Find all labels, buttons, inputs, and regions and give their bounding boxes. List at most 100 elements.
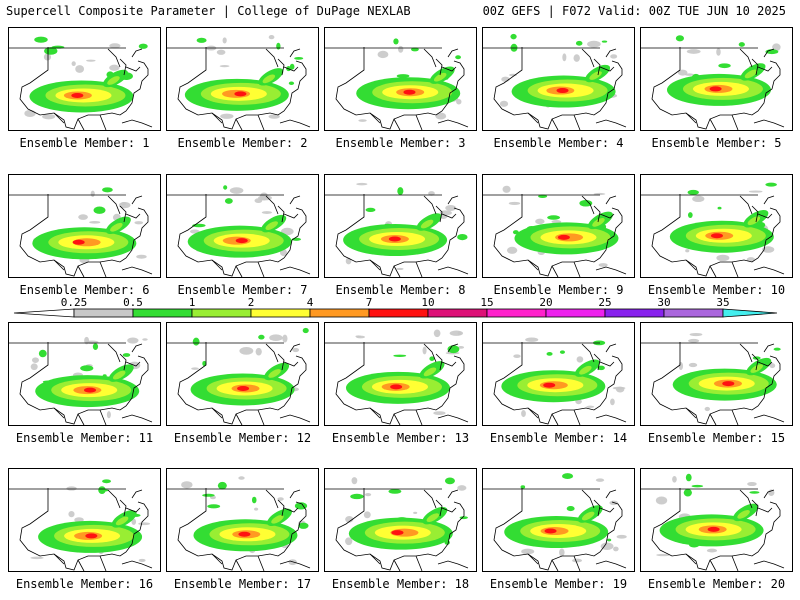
member-map (8, 322, 161, 426)
member-map (640, 322, 793, 426)
map-boundaries (640, 194, 785, 278)
member-map (324, 174, 477, 278)
member-caption: Ensemble Member: 8 (335, 283, 466, 297)
scp-field (190, 327, 309, 406)
member-caption: Ensemble Member: 17 (173, 577, 312, 591)
member-map (8, 468, 161, 572)
colorbar-tick-label: 25 (598, 296, 611, 309)
member-map (324, 322, 477, 426)
colorbar-segment (486, 308, 547, 318)
colorbar-segment (545, 308, 606, 318)
member-caption: Ensemble Member: 15 (647, 431, 786, 445)
map-title: Supercell Composite Parameter | College … (6, 4, 411, 18)
member-map (8, 27, 161, 131)
member-map-panel (640, 174, 793, 278)
member-map-panel (324, 174, 477, 278)
member-map (482, 27, 635, 131)
member-caption: Ensemble Member: 11 (15, 431, 154, 445)
member-caption: Ensemble Member: 7 (177, 283, 308, 297)
colorbar-tick-label: 20 (539, 296, 552, 309)
map-boundaries (8, 47, 153, 131)
map-boundaries (482, 194, 627, 278)
scp-field (345, 477, 468, 550)
colorbar-tick-label: 15 (480, 296, 493, 309)
scp-field (30, 479, 151, 562)
colorbar-segment (309, 308, 370, 318)
member-caption: Ensemble Member: 20 (647, 577, 786, 591)
member-map (166, 322, 319, 426)
colorbar-tick-label: 2 (248, 296, 255, 309)
scp-field (356, 38, 462, 122)
member-map (166, 468, 319, 572)
member-caption: Ensemble Member: 13 (331, 431, 470, 445)
scp-field (501, 337, 626, 418)
member-caption: Ensemble Member: 18 (331, 577, 470, 591)
member-map (324, 27, 477, 131)
map-boundaries (640, 488, 785, 572)
map-boundaries (8, 342, 153, 426)
member-caption: Ensemble Member: 5 (651, 136, 782, 150)
map-boundaries (166, 194, 311, 278)
member-map-panel (324, 322, 477, 426)
member-map-panel (640, 468, 793, 572)
member-caption: Ensemble Member: 14 (489, 431, 628, 445)
member-caption: Ensemble Member: 12 (173, 431, 312, 445)
member-map (640, 27, 793, 131)
scp-field (187, 185, 301, 258)
map-boundaries (324, 342, 469, 426)
scp-field (24, 36, 148, 120)
member-map (640, 468, 793, 572)
scp-field (504, 473, 627, 563)
map-boundaries (640, 342, 785, 426)
member-map-panel (166, 27, 319, 131)
colorbar-segment (604, 308, 665, 318)
scp-field (502, 185, 619, 267)
map-boundaries (324, 47, 469, 131)
scp-field (30, 336, 148, 419)
member-map-panel (640, 27, 793, 131)
member-map (482, 468, 635, 572)
member-caption: Ensemble Member: 9 (493, 283, 624, 297)
member-map-panel (324, 468, 477, 572)
member-map-panel (166, 174, 319, 278)
colorbar-segment (250, 308, 311, 318)
map-boundaries (8, 194, 153, 278)
member-map-panel (166, 468, 319, 572)
colorbar-tick-label: 0.5 (123, 296, 143, 309)
member-map-panel (482, 322, 635, 426)
member-map-panel (482, 468, 635, 572)
member-map (640, 174, 793, 278)
run-info: 00Z GEFS | F072 Valid: 00Z TUE JUN 10 20… (482, 4, 786, 18)
member-caption: Ensemble Member: 2 (177, 136, 308, 150)
scp-field (181, 476, 309, 566)
scp-field (32, 187, 147, 264)
member-caption: Ensemble Member: 6 (19, 283, 150, 297)
colorbar-tick-label: 10 (421, 296, 434, 309)
scp-field (343, 182, 468, 271)
member-map (324, 468, 477, 572)
map-boundaries (166, 342, 311, 426)
member-map-panel (8, 468, 161, 572)
map-boundaries (324, 194, 469, 278)
scp-field (499, 33, 618, 108)
colorbar-high-end (722, 308, 778, 318)
map-boundaries (8, 488, 153, 572)
map-boundaries (324, 488, 469, 572)
colorbar-tick-label: 35 (716, 296, 729, 309)
scp-field (345, 329, 465, 415)
colorbar-tick-label: 30 (657, 296, 670, 309)
map-boundaries (482, 47, 627, 131)
member-map (482, 322, 635, 426)
member-map-panel (482, 27, 635, 131)
member-caption: Ensemble Member: 1 (19, 136, 150, 150)
colorbar-segment (427, 308, 488, 318)
map-boundaries (640, 47, 785, 131)
member-map (482, 174, 635, 278)
member-caption: Ensemble Member: 3 (335, 136, 466, 150)
colorbar-segment (132, 308, 193, 318)
member-caption: Ensemble Member: 16 (15, 577, 154, 591)
map-boundaries (166, 488, 311, 572)
colorbar-segment (73, 308, 134, 318)
scp-field (184, 34, 304, 119)
member-map (8, 174, 161, 278)
